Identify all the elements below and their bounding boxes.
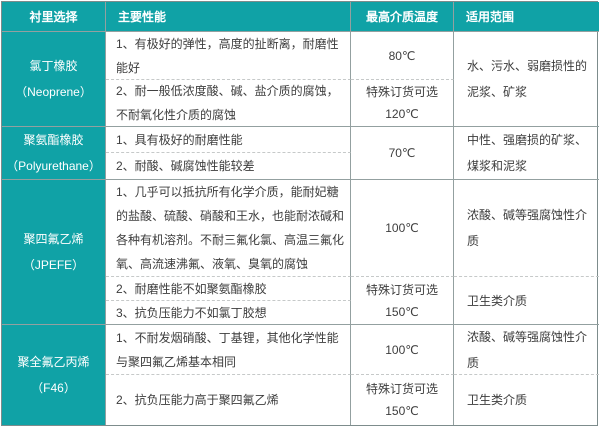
material-cell-f46: 聚全氟乙丙烯 （F46）	[2, 325, 106, 425]
property-cell: 1、有极好的弹性，高度的扯断离，耐磨性能好	[106, 32, 351, 80]
temperature-cell: 100℃	[351, 325, 454, 375]
material-name: 聚全氟乙丙烯	[17, 355, 90, 369]
property-cell: 1、不耐发烟硝酸、丁基锂，其他化学性能与聚四氟乙烯基本相同	[106, 325, 351, 375]
property-cell: 2、耐一般低浓度酸、碱、盐介质的腐蚀，不耐氧化性介质的腐蚀	[106, 80, 351, 127]
temperature-value: 150℃	[385, 404, 419, 418]
property-text: 1、具有极好的耐磨性能	[116, 132, 243, 147]
header-label: 最高介质温度	[365, 10, 438, 24]
temperature-cell: 特殊订货可选 120℃	[351, 80, 454, 127]
property-text: 1、几乎可以抵抗所有化学介质，能耐妃糖的盐酸、硫酸、硝酸和王水，也能耐浓碱和各种…	[116, 185, 345, 271]
property-cell: 1、具有极好的耐磨性能	[106, 127, 351, 153]
temperature-value: 150℃	[385, 304, 419, 319]
temperature-value: 100℃	[385, 221, 419, 235]
material-name-en: （F46）	[31, 381, 76, 395]
header-label: 衬里选择	[29, 10, 78, 24]
material-name: 聚氨酯橡胶	[23, 133, 84, 147]
temperature-cell: 特殊订货可选 150℃	[351, 375, 454, 425]
temperature-value: 100℃	[385, 342, 419, 357]
property-text: 1、不耐发烟硝酸、丁基锂，其他化学性能与聚四氟乙烯基本相同	[116, 330, 339, 369]
material-cell-neoprene: 氯丁橡胶 （Neoprene）	[2, 32, 106, 127]
range-text: 浓酸、碱等强腐蚀性介质	[467, 208, 588, 248]
property-text: 1、有极好的弹性，高度的扯断离，耐磨性能好	[116, 36, 339, 75]
range-text: 浓酸、碱等强腐蚀性介质	[467, 329, 588, 370]
header-applicable-range: 适用范围	[454, 2, 599, 32]
header-lining-selection: 衬里选择	[2, 2, 106, 32]
property-text: 3、抗负压能力不如氯丁胶想	[116, 305, 267, 320]
material-name-en: （Neoprene）	[15, 85, 92, 99]
temperature-value: 70℃	[388, 146, 416, 160]
range-text: 水、污水、弱磨损性的泥浆、矿浆	[467, 59, 588, 99]
property-text: 2、耐磨性能不如聚氨酯橡胶	[116, 281, 267, 296]
range-text: 卫生类介质	[467, 293, 528, 308]
header-label: 适用范围	[466, 10, 515, 24]
temperature-value: 120℃	[385, 107, 419, 121]
property-cell: 2、耐磨性能不如聚氨酯橡胶	[106, 277, 351, 301]
range-text: 中性、强磨损的矿浆、煤浆和泥浆	[467, 133, 588, 173]
header-label: 主要性能	[118, 10, 167, 24]
range-cell: 浓酸、碱等强腐蚀性介质	[454, 180, 599, 277]
material-cell-ptfe: 聚四氟乙烯 （JPEFE）	[2, 180, 106, 325]
temperature-cell: 80℃	[351, 32, 454, 80]
material-name: 聚四氟乙烯	[23, 232, 84, 246]
material-cell-polyurethane: 聚氨酯橡胶 （Polyurethane）	[2, 127, 106, 180]
temperature-cell: 100℃	[351, 180, 454, 277]
property-cell: 2、抗负压能力高于聚四氟乙烯	[106, 375, 351, 425]
material-name-en: （JPEFE）	[22, 258, 85, 272]
temperature-cell: 70℃	[351, 127, 454, 180]
range-text: 卫生类介质	[467, 393, 528, 407]
range-cell: 卫生类介质	[454, 277, 599, 325]
property-cell: 1、几乎可以抵抗所有化学介质，能耐妃糖的盐酸、硫酸、硝酸和王水，也能耐浓碱和各种…	[106, 180, 351, 277]
temperature-value: 80℃	[388, 48, 416, 63]
header-main-performance: 主要性能	[106, 2, 351, 32]
range-cell: 卫生类介质	[454, 375, 599, 425]
property-text: 2、耐一般低浓度酸、碱、盐介质的腐蚀，不耐氧化性介质的腐蚀	[116, 84, 339, 122]
temperature-note: 特殊订货可选	[365, 85, 438, 99]
header-max-medium-temperature: 最高介质温度	[351, 2, 454, 32]
temperature-cell: 特殊订货可选 150℃	[351, 277, 454, 325]
property-cell: 3、抗负压能力不如氯丁胶想	[106, 301, 351, 325]
range-cell: 浓酸、碱等强腐蚀性介质	[454, 325, 599, 375]
property-text: 2、耐酸、碱腐蚀性能较差	[116, 159, 255, 173]
property-text: 2、抗负压能力高于聚四氟乙烯	[116, 393, 279, 407]
temperature-note: 特殊订货可选	[365, 282, 438, 297]
property-cell: 2、耐酸、碱腐蚀性能较差	[106, 153, 351, 180]
range-cell: 水、污水、弱磨损性的泥浆、矿浆	[454, 32, 599, 127]
range-cell: 中性、强磨损的矿浆、煤浆和泥浆	[454, 127, 599, 180]
material-name: 氯丁橡胶	[29, 59, 78, 73]
material-name-en: （Polyurethane）	[6, 159, 101, 173]
temperature-note: 特殊订货可选	[365, 382, 438, 396]
